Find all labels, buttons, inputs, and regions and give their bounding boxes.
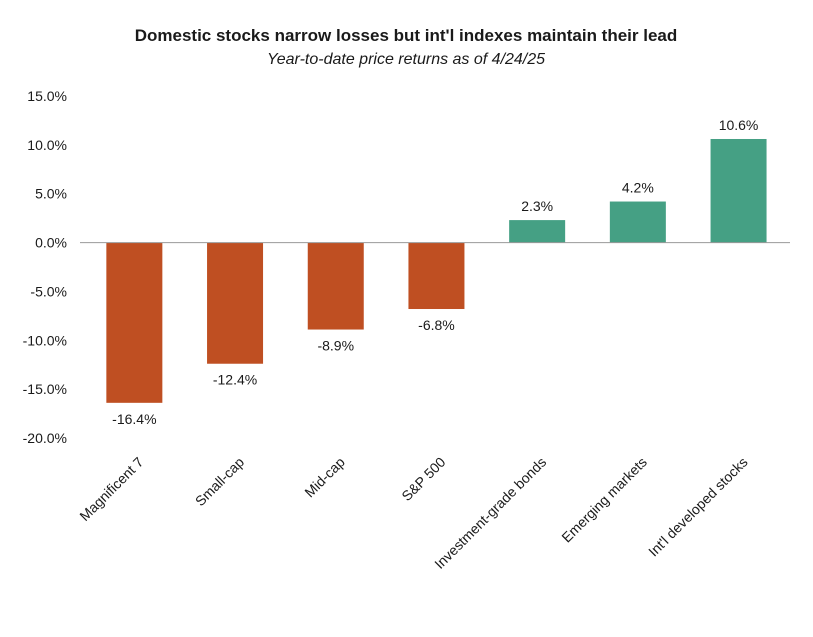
data-label: 10.6% bbox=[719, 117, 759, 133]
chart-subtitle: Year-to-date price returns as of 4/24/25 bbox=[267, 51, 545, 68]
x-axis-labels: Magnificent 7 Small-cap Mid-cap S&P 500Inve… bbox=[76, 454, 750, 572]
bar bbox=[207, 242, 264, 364]
y-tick-label: 10.0% bbox=[27, 137, 67, 153]
y-tick-label: 5.0% bbox=[35, 186, 67, 202]
data-label: -8.9% bbox=[317, 338, 354, 354]
x-tick-label: S&P 500 bbox=[398, 454, 448, 504]
bar-series bbox=[106, 138, 767, 403]
y-tick-label: -15.0% bbox=[23, 381, 67, 397]
data-label: 4.2% bbox=[622, 180, 654, 196]
x-tick-label: Small-cap bbox=[192, 454, 247, 509]
bar bbox=[307, 242, 364, 330]
x-tick-label: Int'l developed stocks bbox=[645, 454, 751, 560]
bar bbox=[106, 242, 163, 403]
x-tick-label: Magnificent 7 bbox=[76, 454, 146, 524]
data-labels: -16.4% -12.4% -8.9% -6.8% 2.3% 4.2% 10.6% bbox=[112, 117, 758, 427]
x-tick-label: Mid-cap bbox=[301, 454, 348, 501]
bar bbox=[710, 138, 767, 243]
data-label: -6.8% bbox=[418, 317, 455, 333]
y-tick-label: -10.0% bbox=[23, 332, 67, 348]
bar bbox=[408, 242, 465, 310]
x-tick-label: Emerging markets bbox=[558, 454, 650, 546]
data-label: -12.4% bbox=[213, 372, 257, 388]
data-label: 2.3% bbox=[521, 198, 553, 214]
y-axis: 15.0% 10.0% 5.0% 0.0% -5.0% -10.0% -15.0% -20.0… bbox=[23, 88, 67, 446]
chart-title: Domestic stocks narrow losses but int'l … bbox=[135, 26, 678, 45]
y-tick-label: 0.0% bbox=[35, 235, 67, 251]
x-tick-label: Investment-grade bonds bbox=[431, 454, 549, 572]
bar bbox=[509, 220, 566, 243]
y-tick-label: 15.0% bbox=[27, 88, 67, 104]
y-tick-label: -5.0% bbox=[30, 283, 67, 299]
y-tick-label: -20.0% bbox=[23, 430, 67, 446]
data-label: -16.4% bbox=[112, 411, 156, 427]
bar bbox=[609, 201, 666, 243]
